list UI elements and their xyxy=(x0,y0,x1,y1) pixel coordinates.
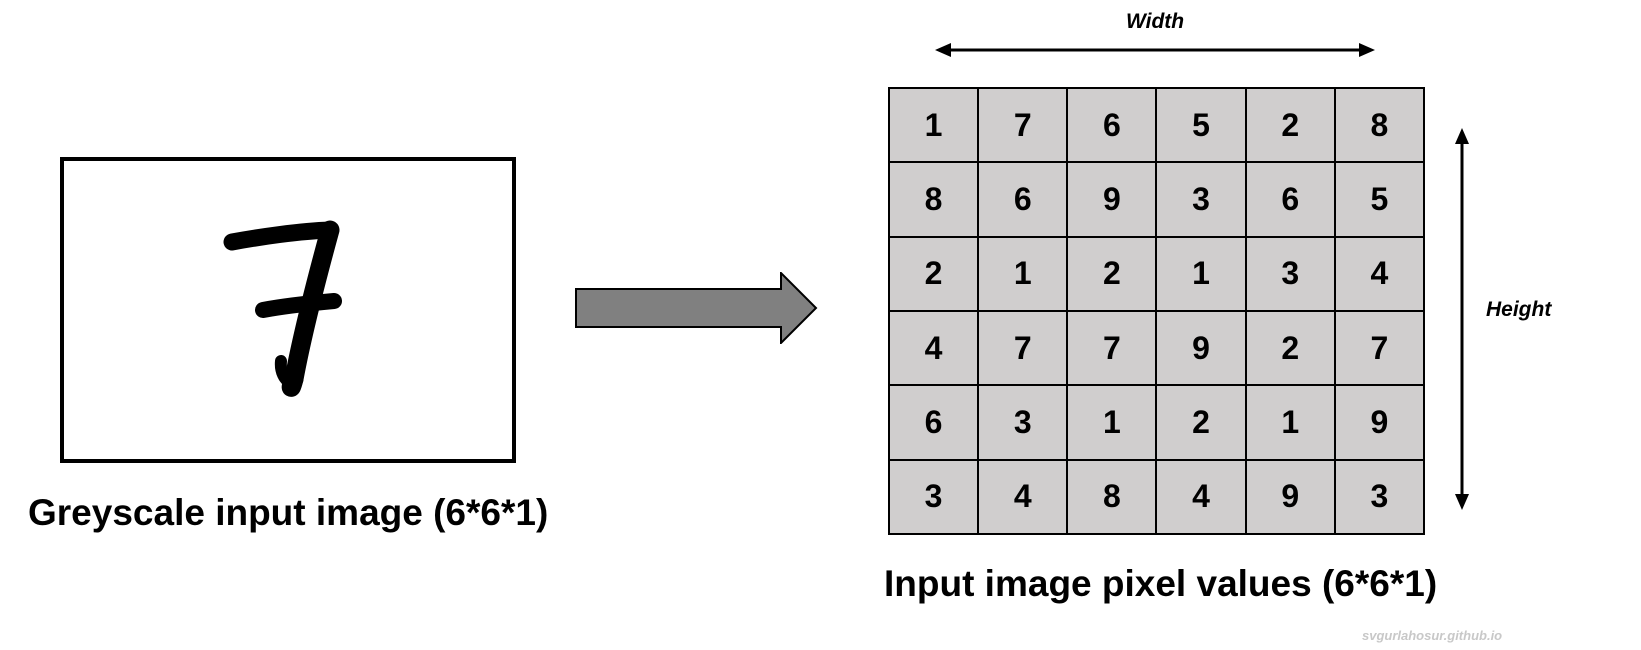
pixel-cell: 7 xyxy=(978,311,1068,386)
pixel-cell: 1 xyxy=(1156,236,1246,311)
width-double-arrow-icon xyxy=(935,43,1375,57)
pixel-cell: 7 xyxy=(1334,311,1424,386)
pixel-cell: 4 xyxy=(1334,236,1424,311)
pixel-cell: 3 xyxy=(889,459,979,534)
greyscale-image-frame xyxy=(60,157,516,463)
pixel-cell: 1 xyxy=(1245,385,1335,460)
pixel-cell: 9 xyxy=(1334,385,1424,460)
pixel-cell: 1 xyxy=(1067,385,1157,460)
right-arrow-icon xyxy=(575,272,818,344)
pixel-cell: 5 xyxy=(1156,88,1246,163)
pixel-cell: 6 xyxy=(1067,88,1157,163)
pixel-cell: 4 xyxy=(889,311,979,386)
pixel-cell: 1 xyxy=(978,236,1068,311)
greyscale-image-caption: Greyscale input image (6*6*1) xyxy=(28,492,549,533)
pixel-cell: 2 xyxy=(1245,311,1335,386)
pixel-cell: 5 xyxy=(1334,162,1424,237)
pixel-cell: 8 xyxy=(1334,88,1424,163)
pixel-cell: 2 xyxy=(1067,236,1157,311)
pixel-cell: 2 xyxy=(1156,385,1246,460)
pixel-cell: 8 xyxy=(889,162,979,237)
pixel-cell: 9 xyxy=(1067,162,1157,237)
pixel-cell: 3 xyxy=(1156,162,1246,237)
pixel-cell: 6 xyxy=(978,162,1068,237)
height-label: Height xyxy=(1486,298,1552,321)
pixel-cell: 4 xyxy=(978,459,1068,534)
pixel-cell: 9 xyxy=(1156,311,1246,386)
pixel-cell: 9 xyxy=(1245,459,1335,534)
pixel-cell: 3 xyxy=(1334,459,1424,534)
pixel-cell: 3 xyxy=(978,385,1068,460)
pixel-cell: 3 xyxy=(1245,236,1335,311)
handwritten-seven-icon xyxy=(223,220,342,397)
pixel-cell: 8 xyxy=(1067,459,1157,534)
pixel-cell: 1 xyxy=(889,88,979,163)
watermark: svgurlahosur.github.io xyxy=(1362,628,1503,643)
pixel-cell: 7 xyxy=(1067,311,1157,386)
pixel-cell: 2 xyxy=(1245,88,1335,163)
pixel-values-caption: Input image pixel values (6*6*1) xyxy=(884,563,1438,604)
pixel-cell: 6 xyxy=(889,385,979,460)
pixel-cell: 4 xyxy=(1156,459,1246,534)
pixel-cell: 7 xyxy=(978,88,1068,163)
pixel-cell: 2 xyxy=(889,236,979,311)
pixel-cell: 6 xyxy=(1245,162,1335,237)
width-label: Width xyxy=(1126,10,1185,33)
height-double-arrow-icon xyxy=(1455,128,1469,510)
